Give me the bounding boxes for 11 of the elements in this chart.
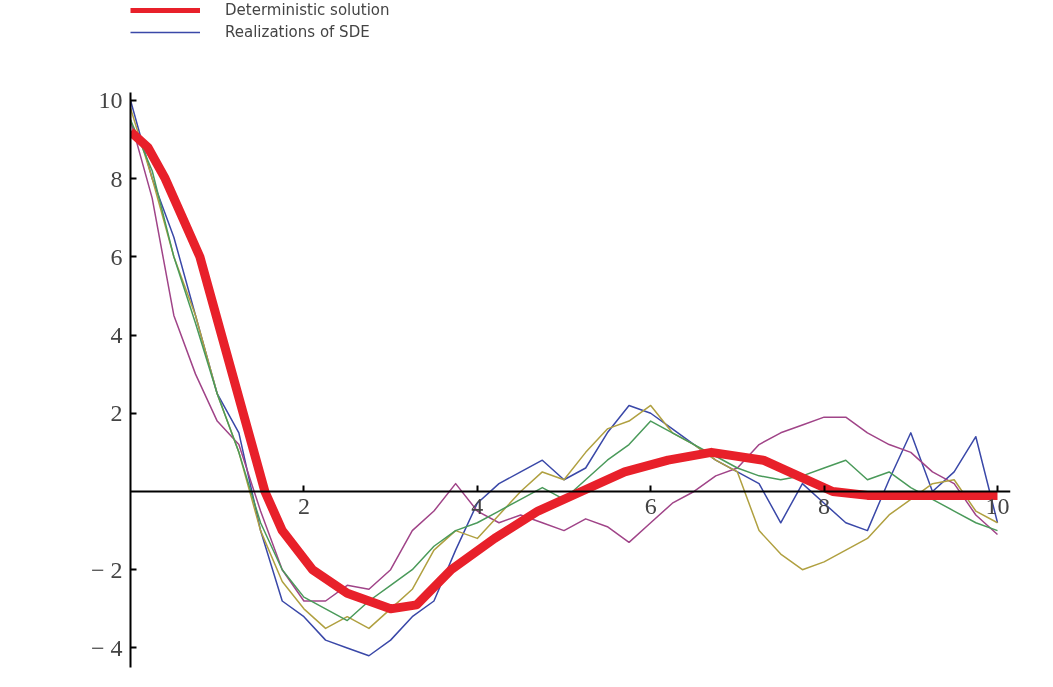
x-tick-label: 6: [644, 493, 657, 520]
y-tick-label: 6: [110, 243, 123, 270]
y-tick-label: 2: [110, 400, 123, 427]
y-tick-label: 10: [98, 87, 123, 114]
legend-label: Realizations of SDE: [225, 23, 370, 41]
y-tick-label: 4: [110, 322, 123, 349]
x-tick-label: 2: [297, 493, 310, 520]
legend-label: Deterministic solution: [225, 1, 390, 19]
y-tick-label: − 2: [90, 556, 123, 583]
y-tick-label: − 4: [90, 634, 123, 661]
y-tick-label: 8: [110, 165, 123, 192]
